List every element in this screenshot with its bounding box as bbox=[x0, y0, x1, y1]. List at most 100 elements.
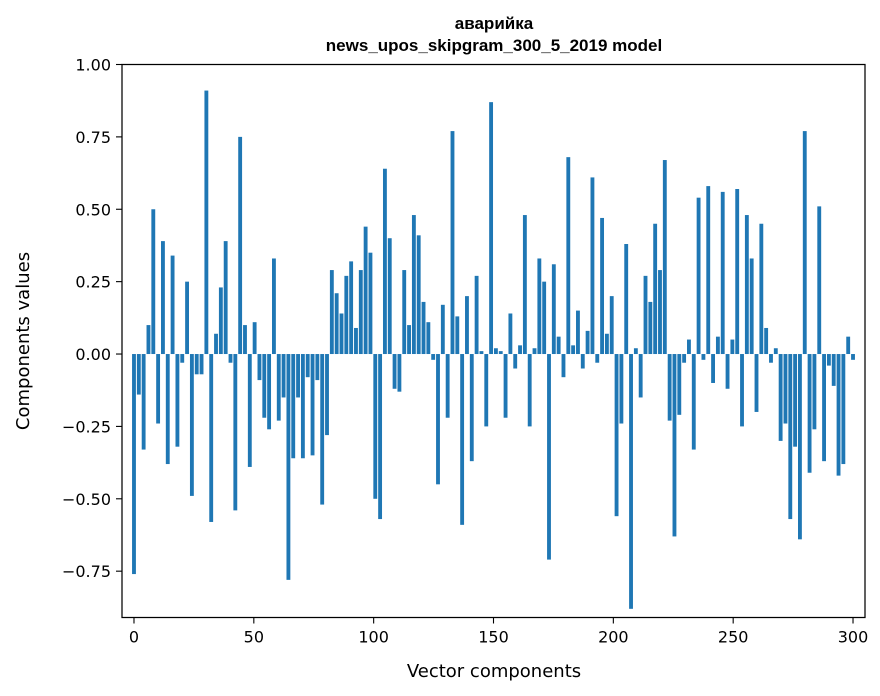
bar-73 bbox=[484, 354, 489, 427]
bar-46 bbox=[354, 327, 358, 355]
bar-27 bbox=[262, 354, 267, 418]
bar-107 bbox=[648, 301, 653, 355]
bar-0 bbox=[132, 354, 136, 575]
x-tick-label-300: 300 bbox=[838, 628, 869, 647]
bar-23 bbox=[243, 325, 247, 355]
bar-14 bbox=[199, 354, 204, 375]
bar-60 bbox=[421, 301, 426, 355]
bar-67 bbox=[455, 316, 460, 355]
bar-92 bbox=[576, 310, 580, 355]
bar-21 bbox=[233, 354, 238, 511]
bar-32 bbox=[286, 354, 291, 580]
bar-11 bbox=[185, 281, 189, 355]
bar-1 bbox=[136, 354, 141, 395]
bar-36 bbox=[305, 354, 310, 378]
bar-47 bbox=[358, 270, 363, 355]
bar-127 bbox=[744, 215, 749, 355]
bar-114 bbox=[682, 354, 687, 363]
bar-96 bbox=[595, 354, 600, 363]
plot-frame bbox=[121, 63, 866, 619]
bar-84 bbox=[537, 258, 542, 355]
bar-3 bbox=[146, 325, 151, 355]
bar-4 bbox=[151, 209, 156, 355]
bar-77 bbox=[503, 354, 508, 418]
bar-58 bbox=[411, 215, 416, 355]
bar-64 bbox=[440, 304, 445, 355]
bar-137 bbox=[793, 354, 798, 447]
bar-43 bbox=[339, 313, 344, 355]
bar-141 bbox=[812, 354, 817, 430]
x-tick-label-200: 200 bbox=[598, 628, 629, 647]
bar-80 bbox=[518, 345, 522, 355]
bar-18 bbox=[218, 287, 223, 355]
bar-49 bbox=[368, 252, 373, 355]
bar-12 bbox=[189, 354, 194, 496]
bar-76 bbox=[498, 351, 503, 355]
bar-85 bbox=[542, 281, 547, 355]
bar-51 bbox=[378, 354, 383, 520]
bar-2 bbox=[141, 354, 146, 450]
bar-134 bbox=[778, 354, 783, 441]
bar-108 bbox=[653, 223, 658, 355]
bar-136 bbox=[788, 354, 793, 520]
x-tick-label-50: 50 bbox=[244, 628, 264, 647]
y-tick-label-0: −0.75 bbox=[62, 562, 111, 581]
bar-148 bbox=[846, 336, 851, 355]
bar-140 bbox=[807, 354, 812, 473]
bar-103 bbox=[629, 354, 633, 609]
bar-129 bbox=[754, 354, 759, 412]
bar-87 bbox=[551, 264, 556, 355]
bar-5 bbox=[156, 354, 161, 424]
bar-122 bbox=[720, 191, 725, 355]
bar-68 bbox=[460, 354, 465, 525]
bar-89 bbox=[561, 354, 566, 378]
bar-70 bbox=[469, 354, 474, 462]
bar-9 bbox=[175, 354, 180, 447]
bar-24 bbox=[247, 354, 252, 467]
bar-106 bbox=[643, 275, 648, 355]
bar-45 bbox=[349, 261, 354, 355]
bar-38 bbox=[315, 354, 320, 381]
bar-72 bbox=[479, 351, 484, 355]
x-tick-label-250: 250 bbox=[718, 628, 749, 647]
bar-90 bbox=[566, 157, 571, 355]
bar-135 bbox=[783, 354, 788, 424]
bar-128 bbox=[749, 258, 754, 355]
bar-57 bbox=[407, 325, 411, 355]
bar-126 bbox=[740, 354, 744, 427]
bar-63 bbox=[436, 354, 440, 485]
bar-130 bbox=[759, 223, 764, 355]
bar-121 bbox=[715, 336, 720, 355]
bar-20 bbox=[228, 354, 233, 363]
y-tick-label-1: −0.50 bbox=[62, 490, 111, 509]
y-tick-label-2: −0.25 bbox=[62, 417, 111, 436]
bar-131 bbox=[764, 327, 769, 355]
bar-65 bbox=[445, 354, 450, 418]
chart-title-line2: news_upos_skipgram_300_5_2019 model bbox=[326, 36, 662, 55]
bar-115 bbox=[687, 339, 691, 355]
bar-97 bbox=[600, 217, 605, 355]
bar-93 bbox=[580, 354, 585, 369]
bar-42 bbox=[334, 293, 339, 355]
bar-44 bbox=[344, 275, 349, 355]
y-tick-label-4: 0.25 bbox=[75, 273, 111, 292]
bar-30 bbox=[276, 354, 281, 421]
x-tick-label-100: 100 bbox=[358, 628, 389, 647]
bar-16 bbox=[209, 354, 214, 522]
bar-123 bbox=[725, 354, 730, 389]
bar-52 bbox=[382, 168, 387, 355]
bar-33 bbox=[291, 354, 296, 459]
bar-10 bbox=[180, 354, 185, 363]
bar-133 bbox=[773, 348, 778, 355]
bar-149 bbox=[851, 354, 855, 360]
x-axis-label: Vector components bbox=[407, 661, 581, 682]
bar-35 bbox=[300, 354, 305, 459]
bar-109 bbox=[658, 270, 662, 355]
bar-143 bbox=[822, 354, 826, 462]
bar-13 bbox=[194, 354, 199, 375]
bar-29 bbox=[272, 258, 276, 355]
bar-28 bbox=[267, 354, 272, 430]
bar-88 bbox=[556, 336, 561, 355]
bar-102 bbox=[624, 244, 629, 355]
